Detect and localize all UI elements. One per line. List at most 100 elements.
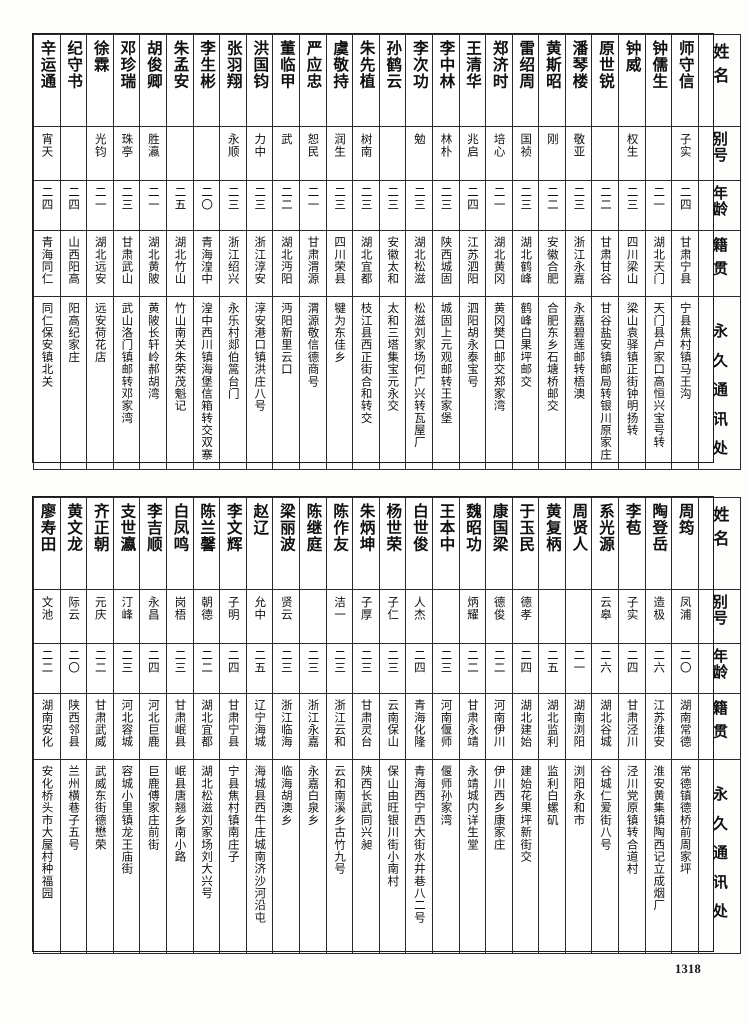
- alias-value: 胜瀛: [146, 133, 161, 158]
- row-label-text: 年龄: [710, 648, 729, 680]
- origin-value: 山西阳高: [67, 236, 82, 285]
- row-label-text: 永久通讯处: [710, 786, 729, 933]
- cell-age: 二六: [644, 643, 673, 694]
- cell-address: 临海胡澳乡: [272, 759, 300, 954]
- cell-address: 永靖城内详生堂: [458, 759, 487, 954]
- cell-alias: [538, 589, 566, 644]
- roster-body-lower: 廖寿田 黄文龙 齐正朝 支世瀛 李吉顺 白凤鸣 陈兰馨 李文辉 赵辽 梁丽波 陈继庭 陈作友 朱炳坤 杨世…: [33, 497, 741, 954]
- name-value: 魏昭功: [464, 503, 483, 553]
- origin-value: 陕西城固: [439, 236, 454, 285]
- cell-origin: 甘肃宁县: [671, 230, 699, 297]
- address-value: 常德镇德桥前周家坪: [678, 765, 693, 875]
- origin-value: 江苏淮安: [652, 699, 667, 748]
- age-value: 二四: [466, 186, 481, 211]
- alias-value: 刚: [545, 133, 560, 146]
- age-value: 二三: [625, 186, 640, 211]
- cell-address: 泾川党原镇转合道村: [618, 759, 646, 954]
- cell-age: 二三: [112, 643, 141, 694]
- alias-value: 光钧: [93, 133, 108, 158]
- cell-name: 原世锐: [591, 34, 620, 127]
- address-value: 宁县焦村镇南庄子: [226, 765, 241, 863]
- cell-age: 二四: [458, 180, 487, 231]
- cell-origin: 湖北监利: [538, 693, 566, 760]
- origin-value: 河南伊川: [492, 699, 507, 748]
- cell-address: 湟中西川镇海堡信箱转交双寨: [192, 295, 221, 471]
- cell-address: 沔阳新里云口: [272, 295, 300, 471]
- cell-name: 魏昭功: [458, 497, 487, 590]
- age-value: 二三: [279, 649, 294, 674]
- origin-value: 湖北谷城: [599, 699, 614, 748]
- address-value: 甘谷盐安镇邮局转银川原家庄: [599, 302, 614, 461]
- address-value: 武山洛门镇邮转邓家湾: [120, 302, 135, 424]
- address-value: 沔阳新里云口: [279, 302, 294, 376]
- cell-name: 于玉民: [511, 497, 540, 590]
- cell-alias: 林朴: [431, 126, 460, 181]
- table-row-name-upper: 辛运通 纪守书 徐霖 邓珍瑞 胡俊卿 朱孟安 李生彬 张羽翔 洪国钧 董临甲 严应忠 虞敬持 朱先植 孙鹤…: [33, 34, 741, 127]
- alias-value: 永顺: [226, 133, 241, 158]
- name-value: 陈继庭: [304, 503, 323, 553]
- cell-age: 二三: [511, 180, 540, 231]
- age-value: 二四: [625, 649, 640, 674]
- cell-address: 武威东街德懋荣: [86, 759, 114, 954]
- cell-address: 合肥东乡石塘桥邮交: [538, 295, 566, 471]
- cell-age: 二三: [245, 180, 274, 231]
- name-value: 杨世荣: [384, 503, 403, 553]
- origin-value: 湖北宜都: [359, 236, 374, 285]
- cell-alias: 永昌: [139, 589, 167, 644]
- name-value: 纪守书: [65, 40, 84, 90]
- address-value: 湖北松滋刘家场刘大兴号: [200, 765, 215, 900]
- cell-alias: 恕民: [298, 126, 327, 181]
- name-value: 于玉民: [517, 503, 536, 553]
- cell-address: 永嘉白泉乡: [298, 759, 327, 954]
- cell-age: 二二: [33, 643, 61, 694]
- name-value: 赵辽: [251, 503, 270, 536]
- age-value: 二一: [146, 186, 161, 211]
- cell-name: 严应忠: [298, 34, 327, 127]
- cell-age: 二一: [86, 180, 114, 231]
- cell-alias: 子明: [219, 589, 247, 644]
- alias-value: 力中: [253, 133, 268, 158]
- alias-value: 敬亚: [572, 133, 587, 158]
- origin-value: 青海化隆: [412, 699, 427, 748]
- cell-address: 兰州横巷子五号: [59, 759, 88, 954]
- cell-age: 二二: [86, 643, 114, 694]
- address-value: 枝江县西正街合和转交: [359, 302, 374, 424]
- row-label-alias-lower: 别号: [697, 589, 741, 644]
- roster-table-lower: 廖寿田 黄文龙 齐正朝 支世瀛 李吉顺 白凤鸣 陈兰馨 李文辉 赵辽 梁丽波 陈继庭 陈作友 朱炳坤 杨世…: [32, 496, 741, 954]
- cell-age: 二三: [618, 180, 646, 231]
- cell-alias: 云皋: [591, 589, 620, 644]
- cell-alias: 武: [272, 126, 300, 181]
- cell-age: 二四: [511, 643, 540, 694]
- origin-value: 湖北宜都: [200, 699, 215, 748]
- age-value: 二二: [466, 649, 481, 674]
- origin-value: 甘肃宁县: [226, 699, 241, 748]
- cell-name: 陶登岳: [644, 497, 673, 590]
- cell-name: 黄复柄: [538, 497, 566, 590]
- cell-name: 郑济时: [485, 34, 513, 127]
- cell-origin: 河北巨鹿: [139, 693, 167, 760]
- name-value: 白凤鸣: [171, 503, 190, 553]
- age-value: 二五: [173, 186, 188, 211]
- name-value: 朱炳坤: [357, 503, 376, 553]
- age-value: 二三: [572, 186, 587, 211]
- cell-age: 二三: [272, 643, 300, 694]
- cell-origin: 四川荣县: [325, 230, 354, 297]
- cell-name: 王本中: [431, 497, 460, 590]
- page-number: 1318: [675, 962, 701, 976]
- cell-alias: 国祯: [511, 126, 540, 181]
- address-value: 黄陂长轩岭郝胡湾: [146, 302, 161, 400]
- age-value: 二四: [146, 649, 161, 674]
- table-row-address-lower: 安化桥头市大屋村种福园 兰州横巷子五号 武威东街德懋荣 容城小里镇龙王庙街 巨鹿傅家庄前…: [33, 759, 741, 954]
- address-value: 淮安黄集镇陶西记立成烟厂: [652, 765, 667, 912]
- origin-value: 甘肃武威: [93, 699, 108, 748]
- name-value: 辛运通: [38, 40, 57, 90]
- alias-value: 际云: [67, 596, 82, 621]
- cell-age: 二三: [325, 180, 354, 231]
- address-value: 太和三塔集宝元永交: [386, 302, 401, 412]
- cell-address: 竹山南关朱荣茂魁记: [165, 295, 194, 471]
- cell-alias: [644, 126, 673, 181]
- cell-name: 廖寿田: [33, 497, 61, 590]
- row-label-text: 年龄: [710, 185, 729, 217]
- cell-name: 雷绍周: [511, 34, 540, 127]
- row-label-address-lower: 永久通讯处: [697, 759, 741, 954]
